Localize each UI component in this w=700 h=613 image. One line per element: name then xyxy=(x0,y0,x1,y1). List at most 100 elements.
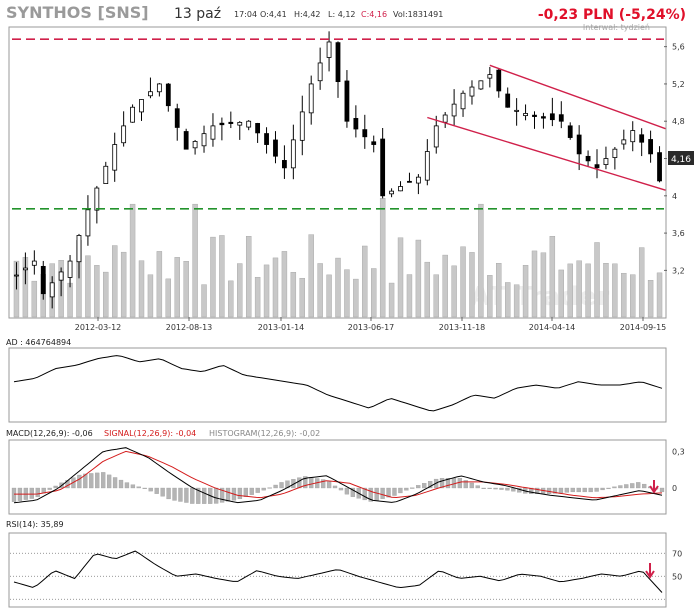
histogram-bar xyxy=(154,487,159,494)
price-tick-label: 4,8 xyxy=(672,117,685,126)
histogram-bar xyxy=(380,487,385,499)
histogram-bar xyxy=(564,487,570,493)
histogram-bar xyxy=(481,487,486,489)
volume-bar xyxy=(576,260,582,318)
candle-body xyxy=(594,164,600,169)
histogram-bar xyxy=(53,485,58,489)
histogram-bar xyxy=(213,487,219,504)
volume-bar xyxy=(451,265,457,318)
rsi-tick-label: 50 xyxy=(672,572,682,581)
histogram-bar xyxy=(279,482,284,489)
histogram-bar xyxy=(427,481,433,489)
volume-bar xyxy=(165,278,172,318)
histogram-bar xyxy=(178,487,183,502)
volume-bar xyxy=(478,203,484,318)
volume-bar xyxy=(290,272,297,318)
histogram-bar xyxy=(618,485,623,489)
histogram-bar xyxy=(273,484,278,489)
histogram-bar xyxy=(487,487,492,489)
candle-body xyxy=(317,62,323,82)
candle-body xyxy=(228,121,234,124)
volume-bar xyxy=(263,264,270,318)
candle-body xyxy=(353,118,359,130)
candle-body xyxy=(630,130,636,143)
histogram-bar xyxy=(398,487,403,494)
price-tick-label: 3,2 xyxy=(672,266,685,275)
histogram-bar xyxy=(309,477,314,489)
macd-panel-frame xyxy=(8,439,667,515)
histogram-bar xyxy=(261,487,266,491)
histogram-bar xyxy=(582,487,587,493)
histogram-bar xyxy=(166,487,171,500)
candle-body xyxy=(657,152,662,182)
candle-body xyxy=(14,274,19,277)
volume-bar xyxy=(567,263,573,318)
candle-body xyxy=(478,80,484,90)
price-change: -0,23 PLN (-5,24%) xyxy=(538,7,686,23)
volume-bar xyxy=(647,280,654,318)
histogram-bar xyxy=(624,484,629,489)
volume-bar xyxy=(228,280,234,318)
histogram-bar xyxy=(600,487,605,491)
histogram-bar xyxy=(83,473,88,489)
histogram-bar xyxy=(303,476,308,489)
histogram-bar xyxy=(535,487,540,495)
histogram-bar xyxy=(326,481,332,489)
volume-bar xyxy=(317,263,323,318)
volume-bar xyxy=(335,257,341,318)
candle-body xyxy=(103,165,109,185)
histogram-bar xyxy=(219,487,225,503)
quote-close: C:4,16 xyxy=(361,10,387,19)
candle-body xyxy=(621,139,627,145)
volume-bar xyxy=(558,269,564,318)
volume-bar xyxy=(460,246,466,318)
price-tick-label: 5,2 xyxy=(672,80,685,89)
ad-panel-frame xyxy=(8,347,667,423)
volume-bar xyxy=(201,284,207,318)
date-tick-label: 2013-06-17 xyxy=(348,323,395,332)
rsi-series xyxy=(13,550,663,593)
histogram-bar xyxy=(529,487,534,495)
histogram-bar xyxy=(190,487,195,504)
histogram-bar xyxy=(196,487,201,504)
histogram-bar xyxy=(112,477,118,489)
quote-high: H:4,42 xyxy=(294,10,321,19)
quote-open: O:4,41 xyxy=(260,10,287,19)
volume-bar xyxy=(219,235,225,318)
candle-body xyxy=(308,83,314,114)
histogram-bar xyxy=(594,487,599,492)
candle-body xyxy=(255,123,261,134)
channel-upper-line xyxy=(489,64,666,130)
candle-body xyxy=(648,139,654,155)
volume-bar xyxy=(371,268,377,318)
histogram-bar xyxy=(136,486,141,489)
candle-body xyxy=(415,176,421,184)
symbol-title: SYNTHOS [SNS] xyxy=(6,3,149,22)
volume-bar xyxy=(94,265,100,318)
candle-body xyxy=(567,125,573,138)
candle-body xyxy=(40,265,46,295)
candle-body xyxy=(380,138,386,197)
histogram-bar xyxy=(505,487,510,491)
histogram-bar xyxy=(255,487,260,493)
histogram-bar xyxy=(243,487,249,497)
histogram-bar xyxy=(570,487,575,493)
volume-bar xyxy=(638,247,645,318)
candle-body xyxy=(201,133,207,147)
histogram-bar xyxy=(89,473,94,489)
candle-body xyxy=(558,114,564,122)
volume-bar xyxy=(299,277,305,318)
histogram-bar xyxy=(35,487,40,498)
volume-bar xyxy=(513,284,520,318)
histogram-bar xyxy=(588,487,593,493)
histogram-bar xyxy=(552,487,558,494)
candle-body xyxy=(326,41,332,58)
candle-body xyxy=(460,92,466,110)
histogram-bar xyxy=(404,487,409,491)
volume-bars xyxy=(13,197,663,318)
volume-bar xyxy=(156,251,163,318)
candle-body xyxy=(541,116,546,119)
candle-body xyxy=(219,122,225,126)
candle-body xyxy=(282,160,287,169)
candle-body xyxy=(67,260,73,278)
